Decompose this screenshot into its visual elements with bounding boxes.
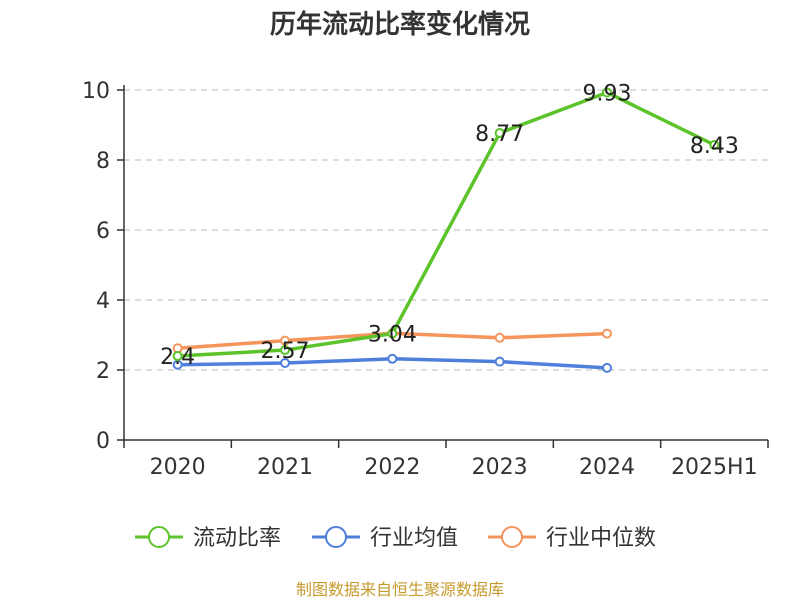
legend-label: 行业均值 (370, 526, 458, 551)
x-tick-label: 2022 (364, 455, 420, 480)
data-point[interactable] (280, 335, 290, 346)
x-tick-label: 2021 (257, 455, 313, 480)
x-tick-label: 2025H1 (671, 455, 758, 480)
data-point[interactable] (602, 362, 612, 373)
y-tick-label: 4 (96, 289, 110, 314)
legend-item-2[interactable]: 行业中位数 (488, 526, 656, 551)
data-point[interactable] (280, 358, 290, 368)
series-line-0 (177, 90, 716, 358)
data-point[interactable] (387, 353, 398, 364)
data-point[interactable] (387, 328, 398, 339)
y-tick-label: 2 (96, 359, 110, 384)
y-tick-label: 10 (82, 79, 110, 104)
data-point[interactable] (602, 87, 612, 98)
data-point[interactable] (280, 345, 290, 356)
data-point[interactable] (172, 351, 183, 361)
data-label: 9.93 (583, 81, 632, 106)
data-label: 2.57 (261, 339, 310, 364)
y-tick-label: 6 (96, 219, 110, 244)
x-tick-label: 2020 (150, 455, 206, 480)
legend-marker (501, 526, 523, 548)
legend-label: 流动比率 (193, 526, 281, 551)
legend-item-0[interactable]: 流动比率 (135, 526, 281, 551)
data-labels: 2.4 2.57 3.04 8.77 9.93 8.43 (160, 81, 739, 370)
legend-item-1[interactable]: 行业均值 (312, 526, 458, 551)
series (172, 87, 720, 373)
x-tick-label: 2024 (579, 455, 635, 480)
data-label: 8.77 (475, 122, 524, 147)
data-point[interactable] (494, 128, 505, 139)
legend-marker (148, 526, 170, 548)
data-label: 3.04 (368, 323, 417, 348)
data-label: 8.43 (690, 134, 739, 159)
axes: 0 2 4 6 8 10 2020 2021 2022 2023 2024 2025H1 (82, 79, 769, 480)
y-tick-label: 8 (96, 149, 110, 174)
data-point[interactable] (494, 332, 505, 343)
source-note: 制图数据来自恒生聚源数据库 (296, 580, 504, 599)
chart-title: 历年流动比率变化情况 (270, 9, 530, 40)
data-point[interactable] (709, 139, 720, 150)
data-point[interactable] (602, 328, 612, 339)
data-point[interactable] (494, 356, 505, 367)
x-tick-label: 2023 (472, 455, 528, 480)
y-tick-label: 0 (96, 429, 110, 454)
legend-label: 行业中位数 (546, 526, 656, 551)
legend-marker (325, 526, 347, 548)
legend[interactable]: 流动比率 行业均值 行业中位数 (135, 526, 656, 551)
data-label: 2.4 (160, 345, 195, 370)
